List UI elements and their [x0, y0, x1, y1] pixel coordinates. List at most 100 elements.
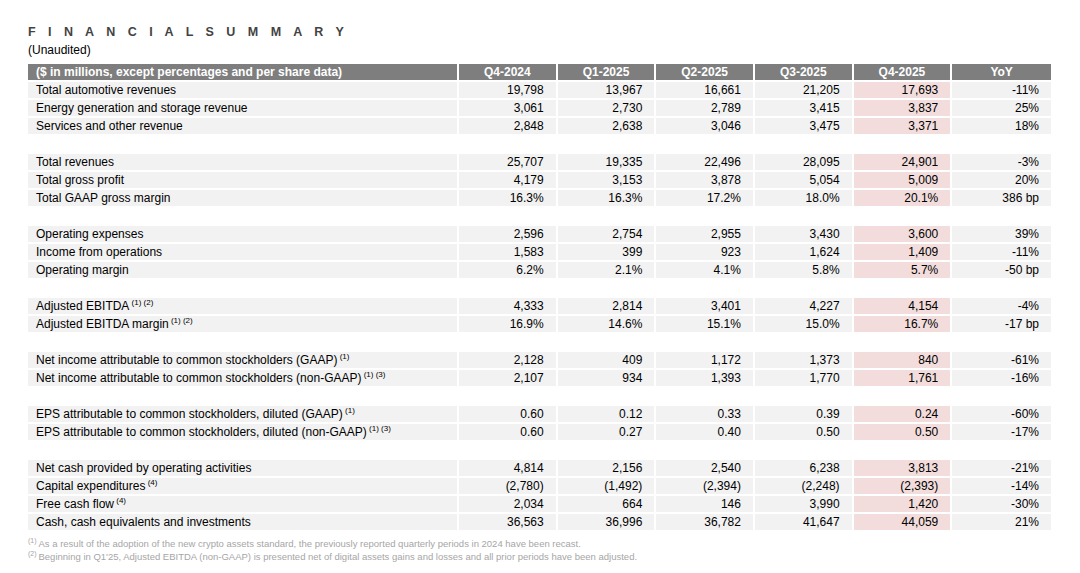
value-cell: 2,540 — [656, 460, 755, 478]
value-cell: -16% — [952, 370, 1051, 388]
spacer-cell — [28, 388, 1051, 406]
spacer-row — [28, 136, 1051, 154]
value-cell: 3,061 — [459, 100, 558, 118]
table-row: Adjusted EBITDA margin (1) (2)16.9%14.6%… — [28, 316, 1051, 334]
value-cell: 5,054 — [755, 172, 854, 190]
value-cell: 22,496 — [656, 154, 755, 172]
value-cell: 1,409 — [854, 244, 953, 262]
value-cell: 5.8% — [755, 262, 854, 280]
value-cell: 386 bp — [952, 190, 1051, 208]
value-cell: 6,238 — [755, 460, 854, 478]
table-row: Total automotive revenues19,79813,96716,… — [28, 82, 1051, 100]
footnote-ref: (1) (3) — [361, 370, 385, 379]
footnote-marker: (2) — [28, 550, 39, 557]
value-cell: 0.33 — [656, 406, 755, 424]
value-cell: 1,373 — [755, 352, 854, 370]
spacer-cell — [28, 136, 1051, 154]
value-cell: 6.2% — [459, 262, 558, 280]
value-cell: 16.3% — [558, 190, 657, 208]
column-header-yoy: YoY — [952, 64, 1051, 82]
row-label: Total GAAP gross margin — [28, 190, 459, 208]
value-cell: 1,770 — [755, 370, 854, 388]
value-cell: 3,401 — [656, 298, 755, 316]
value-cell: 4,179 — [459, 172, 558, 190]
value-cell: 36,563 — [459, 514, 558, 532]
financial-summary-page: F I N A N C I A L S U M M A R Y (Unaudit… — [0, 0, 1080, 573]
table-row: Net income attributable to common stockh… — [28, 370, 1051, 388]
table-row: Services and other revenue2,8482,6383,04… — [28, 118, 1051, 136]
value-cell: 18% — [952, 118, 1051, 136]
value-cell: 44,059 — [854, 514, 953, 532]
value-cell: 17.2% — [656, 190, 755, 208]
row-label: Total revenues — [28, 154, 459, 172]
row-label: Operating expenses — [28, 226, 459, 244]
spacer-cell — [28, 334, 1051, 352]
value-cell: 3,878 — [656, 172, 755, 190]
value-cell: 0.50 — [854, 424, 953, 442]
table-row: EPS attributable to common stockholders,… — [28, 424, 1051, 442]
value-cell: 18.0% — [755, 190, 854, 208]
footnote-ref: (4) — [145, 478, 157, 487]
value-cell: 0.40 — [656, 424, 755, 442]
value-cell: 3,475 — [755, 118, 854, 136]
value-cell: 3,813 — [854, 460, 953, 478]
row-label: EPS attributable to common stockholders,… — [28, 406, 459, 424]
value-cell: 2,754 — [558, 226, 657, 244]
value-cell: 934 — [558, 370, 657, 388]
value-cell: 1,761 — [854, 370, 953, 388]
spacer-row — [28, 208, 1051, 226]
value-cell: 20% — [952, 172, 1051, 190]
value-cell: 2,107 — [459, 370, 558, 388]
financial-summary-table: ($ in millions, except percentages and p… — [28, 64, 1051, 532]
column-header-q1-2025: Q1-2025 — [558, 64, 657, 82]
value-cell: 5.7% — [854, 262, 953, 280]
footnote: (1) As a result of the adoption of the n… — [28, 537, 1052, 550]
value-cell: 0.60 — [459, 406, 558, 424]
row-label: Energy generation and storage revenue — [28, 100, 459, 118]
row-label: Total automotive revenues — [28, 82, 459, 100]
row-label: Net income attributable to common stockh… — [28, 370, 459, 388]
value-cell: -17% — [952, 424, 1051, 442]
value-cell: 1,393 — [656, 370, 755, 388]
value-cell: 2,034 — [459, 496, 558, 514]
value-cell: 41,647 — [755, 514, 854, 532]
row-label: Services and other revenue — [28, 118, 459, 136]
value-cell: 16.3% — [459, 190, 558, 208]
value-cell: -21% — [952, 460, 1051, 478]
table-row: Adjusted EBITDA (1) (2)4,3332,8143,4014,… — [28, 298, 1051, 316]
value-cell: 4.1% — [656, 262, 755, 280]
value-cell: 2,596 — [459, 226, 558, 244]
page-subtitle: (Unaudited) — [28, 42, 1052, 58]
value-cell: -3% — [952, 154, 1051, 172]
value-cell: -4% — [952, 298, 1051, 316]
footnotes: (1) As a result of the adoption of the n… — [28, 537, 1052, 563]
value-cell: 4,333 — [459, 298, 558, 316]
spacer-row — [28, 280, 1051, 298]
value-cell: 3,153 — [558, 172, 657, 190]
value-cell: 24,901 — [854, 154, 953, 172]
footnote-ref: (1) — [337, 352, 349, 361]
spacer-cell — [28, 442, 1051, 460]
value-cell: -14% — [952, 478, 1051, 496]
value-cell: 1,583 — [459, 244, 558, 262]
value-cell: 16.9% — [459, 316, 558, 334]
value-cell: (2,394) — [656, 478, 755, 496]
row-label: Adjusted EBITDA margin (1) (2) — [28, 316, 459, 334]
value-cell: 36,996 — [558, 514, 657, 532]
table-row: Income from operations1,5833999231,6241,… — [28, 244, 1051, 262]
value-cell: 3,371 — [854, 118, 953, 136]
value-cell: 3,990 — [755, 496, 854, 514]
footnote-ref: (1) — [343, 406, 355, 415]
value-cell: 3,430 — [755, 226, 854, 244]
column-header-q4-2024: Q4-2024 — [459, 64, 558, 82]
value-cell: 146 — [656, 496, 755, 514]
spacer-row — [28, 388, 1051, 406]
column-header-q2-2025: Q2-2025 — [656, 64, 755, 82]
value-cell: 0.27 — [558, 424, 657, 442]
row-label: Capital expenditures (4) — [28, 478, 459, 496]
table-row: Energy generation and storage revenue3,0… — [28, 100, 1051, 118]
table-row: Operating expenses2,5962,7542,9553,4303,… — [28, 226, 1051, 244]
value-cell: -11% — [952, 244, 1051, 262]
value-cell: 1,420 — [854, 496, 953, 514]
spacer-row — [28, 442, 1051, 460]
